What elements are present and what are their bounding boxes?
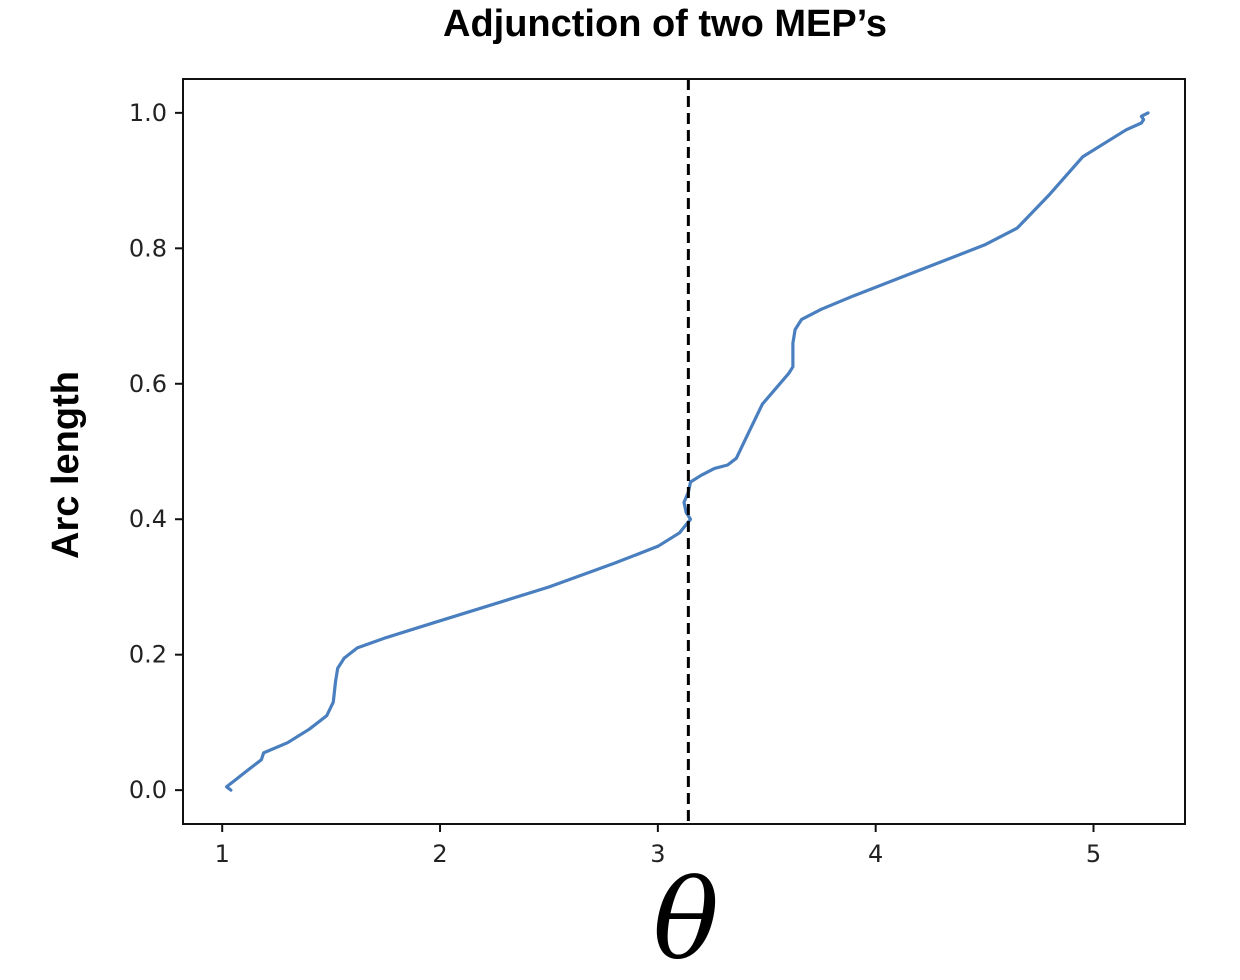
x-tick-label: 3 [650, 840, 665, 868]
x-tick-label: 2 [432, 840, 447, 868]
y-tick-label: 0.4 [129, 505, 167, 533]
y-axis-label: Arc length [45, 371, 87, 559]
y-tick-label: 1.0 [129, 99, 167, 127]
plot-layer: 1 2 3 4 5 0.0 0.2 0.4 0.6 0.8 1.0 [129, 78, 1186, 868]
series-line-0 [225, 111, 1150, 792]
y-tick-label: 0.2 [129, 641, 167, 669]
y-tick-label: 0.6 [129, 370, 167, 398]
x-tick-label: 4 [868, 840, 883, 868]
y-tick-label: 0.0 [129, 776, 167, 804]
chart-title: Adjunction of two MEP’s [443, 3, 887, 45]
x-tick-label: 5 [1086, 840, 1101, 868]
y-tick-label: 0.8 [129, 234, 167, 262]
plot-frame [182, 78, 1186, 825]
x-axis-label: θ [653, 856, 719, 980]
x-tick-label: 1 [215, 840, 230, 868]
